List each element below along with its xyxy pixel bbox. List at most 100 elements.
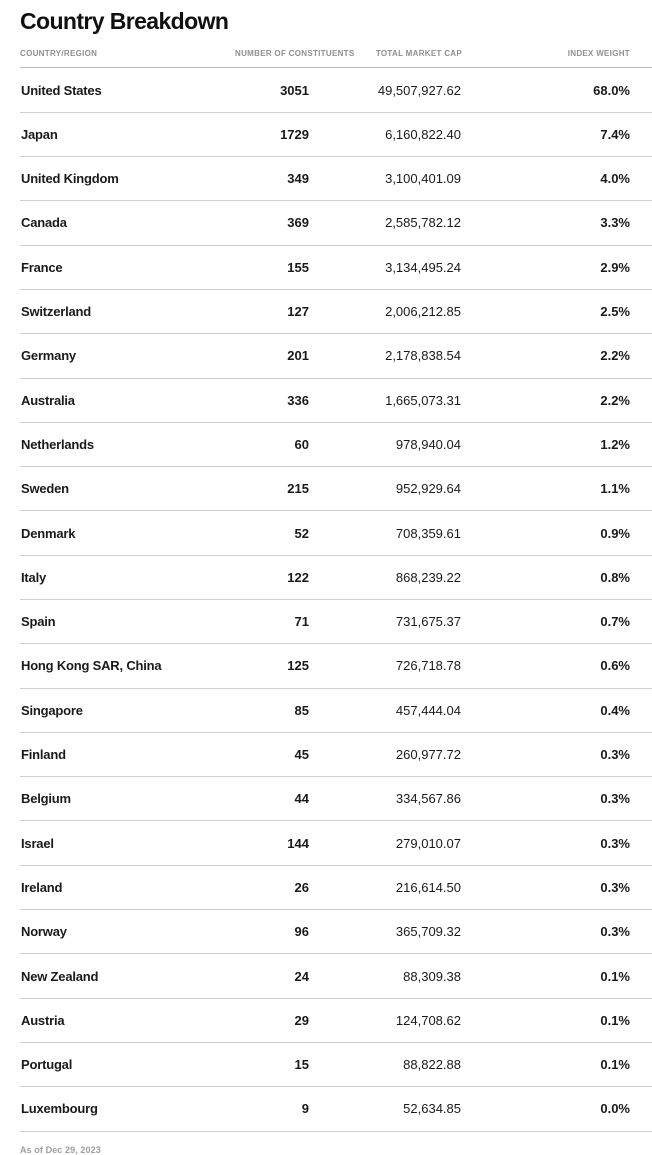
cell-index-weight: 1.2%: [462, 422, 652, 468]
cell-country: Netherlands: [20, 422, 235, 468]
cell-market-cap: 457,444.04: [310, 688, 462, 733]
cell-country: United States: [20, 67, 235, 113]
cell-market-cap: 2,006,212.85: [310, 289, 462, 335]
table-row: Finland 45 260,977.72 0.3%: [20, 732, 652, 778]
cell-index-weight: 0.1%: [462, 953, 652, 999]
table-row: Sweden 215 952,929.64 1.1%: [20, 466, 652, 512]
table-row: Germany 201 2,178,838.54 2.2%: [20, 333, 652, 379]
table-row: Netherlands 60 978,940.04 1.2%: [20, 422, 652, 468]
table-header: COUNTRY/REGION NUMBER OF CONSTITUENTS TO…: [20, 49, 652, 69]
table-row: Singapore 85 457,444.04 0.4%: [20, 688, 652, 733]
cell-market-cap: 334,567.86: [310, 776, 462, 822]
cell-country: United Kingdom: [20, 156, 235, 202]
cell-constituents: 155: [235, 245, 310, 290]
cell-constituents: 336: [235, 378, 310, 423]
table-row: Italy 122 868,239.22 0.8%: [20, 555, 652, 601]
cell-index-weight: 0.1%: [462, 1042, 652, 1088]
cell-market-cap: 88,309.38: [310, 953, 462, 999]
cell-country: Hong Kong SAR, China: [20, 643, 235, 689]
cell-country: Norway: [20, 909, 235, 955]
cell-constituents: 122: [235, 555, 310, 601]
cell-market-cap: 2,585,782.12: [310, 200, 462, 246]
cell-index-weight: 2.2%: [462, 333, 652, 379]
cell-constituents: 201: [235, 333, 310, 379]
cell-index-weight: 7.4%: [462, 112, 652, 158]
cell-country: Luxembourg: [20, 1086, 235, 1132]
table-row: Luxembourg 9 52,634.85 0.0%: [20, 1086, 652, 1132]
cell-country: Finland: [20, 732, 235, 778]
cell-index-weight: 0.0%: [462, 1086, 652, 1132]
cell-constituents: 26: [235, 865, 310, 911]
cell-index-weight: 2.5%: [462, 289, 652, 335]
cell-index-weight: 0.7%: [462, 599, 652, 645]
cell-constituents: 215: [235, 466, 310, 512]
table-row: Belgium 44 334,567.86 0.3%: [20, 776, 652, 822]
cell-constituents: 96: [235, 909, 310, 955]
cell-index-weight: 68.0%: [462, 67, 652, 113]
table-row: Austria 29 124,708.62 0.1%: [20, 998, 652, 1043]
cell-market-cap: 216,614.50: [310, 865, 462, 911]
cell-constituents: 45: [235, 732, 310, 778]
cell-market-cap: 3,100,401.09: [310, 156, 462, 202]
cell-country: Australia: [20, 378, 235, 423]
page-title: Country Breakdown: [20, 8, 229, 34]
cell-index-weight: 4.0%: [462, 156, 652, 202]
column-header-country-region: COUNTRY/REGION: [20, 49, 235, 69]
cell-index-weight: 2.9%: [462, 245, 652, 290]
cell-country: Portugal: [20, 1042, 235, 1088]
cell-country: Japan: [20, 112, 235, 158]
cell-market-cap: 731,675.37: [310, 599, 462, 645]
cell-constituents: 144: [235, 820, 310, 866]
cell-country: Germany: [20, 333, 235, 379]
cell-country: Spain: [20, 599, 235, 645]
table-row: United Kingdom 349 3,100,401.09 4.0%: [20, 156, 652, 202]
cell-constituents: 29: [235, 998, 310, 1043]
cell-country: Canada: [20, 200, 235, 246]
cell-market-cap: 952,929.64: [310, 466, 462, 512]
table-row: Spain 71 731,675.37 0.7%: [20, 599, 652, 645]
cell-market-cap: 279,010.07: [310, 820, 462, 866]
cell-index-weight: 1.1%: [462, 466, 652, 512]
cell-index-weight: 0.9%: [462, 510, 652, 556]
cell-market-cap: 1,665,073.31: [310, 378, 462, 423]
cell-country: Belgium: [20, 776, 235, 822]
table-row: Israel 144 279,010.07 0.3%: [20, 820, 652, 866]
table-row: Denmark 52 708,359.61 0.9%: [20, 510, 652, 556]
cell-constituents: 3051: [235, 67, 310, 113]
cell-index-weight: 0.8%: [462, 555, 652, 601]
table-row: Australia 336 1,665,073.31 2.2%: [20, 378, 652, 423]
cell-market-cap: 3,134,495.24: [310, 245, 462, 290]
country-breakdown-table: COUNTRY/REGION NUMBER OF CONSTITUENTS TO…: [20, 49, 652, 1132]
cell-index-weight: 0.3%: [462, 865, 652, 911]
table-row: Norway 96 365,709.32 0.3%: [20, 909, 652, 955]
cell-constituents: 44: [235, 776, 310, 822]
cell-constituents: 24: [235, 953, 310, 999]
table-row: Ireland 26 216,614.50 0.3%: [20, 865, 652, 911]
cell-constituents: 85: [235, 688, 310, 733]
table-row: New Zealand 24 88,309.38 0.1%: [20, 953, 652, 999]
cell-index-weight: 0.6%: [462, 643, 652, 689]
cell-constituents: 52: [235, 510, 310, 556]
cell-constituents: 1729: [235, 112, 310, 158]
cell-market-cap: 2,178,838.54: [310, 333, 462, 379]
cell-country: Israel: [20, 820, 235, 866]
column-header-total-market-cap: TOTAL MARKET CAP: [310, 49, 462, 69]
cell-market-cap: 260,977.72: [310, 732, 462, 778]
cell-constituents: 71: [235, 599, 310, 645]
cell-constituents: 369: [235, 200, 310, 246]
cell-index-weight: 0.3%: [462, 820, 652, 866]
table-row: Hong Kong SAR, China 125 726,718.78 0.6%: [20, 643, 652, 689]
column-header-number-of-constituents: NUMBER OF CONSTITUENTS: [235, 49, 354, 69]
cell-market-cap: 868,239.22: [310, 555, 462, 601]
cell-market-cap: 708,359.61: [310, 510, 462, 556]
cell-constituents: 9: [235, 1086, 310, 1132]
table-row: Switzerland 127 2,006,212.85 2.5%: [20, 289, 652, 335]
cell-country: Switzerland: [20, 289, 235, 335]
header-row: COUNTRY/REGION NUMBER OF CONSTITUENTS TO…: [20, 49, 652, 69]
cell-country: France: [20, 245, 235, 290]
cell-constituents: 127: [235, 289, 310, 335]
cell-country: Austria: [20, 998, 235, 1043]
table-row: France 155 3,134,495.24 2.9%: [20, 245, 652, 290]
cell-market-cap: 726,718.78: [310, 643, 462, 689]
cell-constituents: 60: [235, 422, 310, 468]
